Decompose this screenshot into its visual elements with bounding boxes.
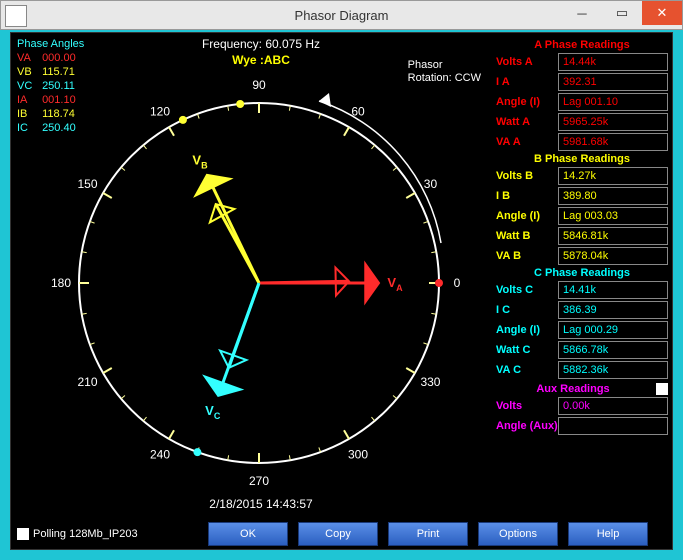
reading-value: 5981.68k xyxy=(558,133,668,151)
reading-value: 5846.81k xyxy=(558,227,668,245)
c-phase-title: C Phase Readings xyxy=(496,267,668,279)
timestamp: 2/18/2015 14:43:57 xyxy=(161,497,361,511)
footer: Polling 128Mb_IP203 OK Copy Print Options He… xyxy=(11,519,672,549)
maximize-button[interactable]: ▭ xyxy=(602,1,642,25)
reading-value: 5965.25k xyxy=(558,113,668,131)
footer-buttons: OK Copy Print Options Help xyxy=(208,522,648,546)
svg-text:300: 300 xyxy=(348,447,368,461)
minimize-button[interactable]: － xyxy=(562,1,602,25)
polling-label: Polling 128Mb_IP203 xyxy=(33,528,138,540)
reading-label: Angle (I) xyxy=(496,324,558,336)
ok-button[interactable]: OK xyxy=(208,522,288,546)
reading-value: 5866.78k xyxy=(558,341,668,359)
options-button[interactable]: Options xyxy=(478,522,558,546)
reading-label: Watt B xyxy=(496,230,558,242)
reading-value: Lag 003.03 xyxy=(558,207,668,225)
reading-row: Volts B14.27k xyxy=(496,167,668,185)
svg-text:90: 90 xyxy=(252,78,266,92)
reading-row: Angle (I)Lag 000.29 xyxy=(496,321,668,339)
reading-label: Volts A xyxy=(496,56,558,68)
reading-label: I C xyxy=(496,304,558,316)
svg-text:210: 210 xyxy=(78,375,98,389)
reading-label: VA C xyxy=(496,364,558,376)
phasor-diagram: Phase Angles VA 000.00VB 115.71VC 250.11… xyxy=(11,33,491,513)
reading-label: Volts B xyxy=(496,170,558,182)
b-phase-title: B Phase Readings xyxy=(496,153,668,165)
app-window: Phasor Diagram － ▭ ✕ Phase Angles VA 000… xyxy=(0,0,683,560)
titlebar[interactable]: Phasor Diagram － ▭ ✕ xyxy=(0,0,683,30)
reading-row: VA A5981.68k xyxy=(496,133,668,151)
aux-checkbox[interactable] xyxy=(656,383,668,395)
reading-row: Angle (I)Lag 001.10 xyxy=(496,93,668,111)
reading-value: 14.44k xyxy=(558,53,668,71)
reading-value: Lag 001.10 xyxy=(558,93,668,111)
reading-value: 5882.36k xyxy=(558,361,668,379)
svg-text:0: 0 xyxy=(454,276,461,290)
svg-text:180: 180 xyxy=(51,276,71,290)
reading-value: Lag 000.29 xyxy=(558,321,668,339)
phasor-svg: 0306090120150180210240270300330VAVBVC xyxy=(11,33,491,513)
reading-row: I C386.39 xyxy=(496,301,668,319)
reading-row: Volts A14.44k xyxy=(496,53,668,71)
close-button[interactable]: ✕ xyxy=(642,1,682,25)
reading-row: Angle (Aux) xyxy=(496,417,668,435)
svg-text:150: 150 xyxy=(78,177,98,191)
copy-button[interactable]: Copy xyxy=(298,522,378,546)
reading-label: Angle (I) xyxy=(496,96,558,108)
readings-panel: A Phase Readings Volts A14.44kI A392.31A… xyxy=(496,37,668,437)
reading-label: Angle (I) xyxy=(496,210,558,222)
svg-text:120: 120 xyxy=(150,105,170,119)
reading-label: Watt A xyxy=(496,116,558,128)
print-button[interactable]: Print xyxy=(388,522,468,546)
svg-text:VA: VA xyxy=(387,275,403,293)
a-phase-title: A Phase Readings xyxy=(496,39,668,51)
aux-title: Aux Readings xyxy=(496,383,650,395)
reading-label: Volts xyxy=(496,400,558,412)
reading-row: I B389.80 xyxy=(496,187,668,205)
reading-row: Watt C5866.78k xyxy=(496,341,668,359)
reading-value: 389.80 xyxy=(558,187,668,205)
reading-value: 392.31 xyxy=(558,73,668,91)
reading-value: 386.39 xyxy=(558,301,668,319)
reading-label: VA A xyxy=(496,136,558,148)
reading-row: Watt A5965.25k xyxy=(496,113,668,131)
reading-label: Angle (Aux) xyxy=(496,420,558,432)
svg-text:30: 30 xyxy=(424,177,438,191)
reading-value: 5878.04k xyxy=(558,247,668,265)
svg-text:240: 240 xyxy=(150,447,170,461)
help-button[interactable]: Help xyxy=(568,522,648,546)
reading-row: VA C5882.36k xyxy=(496,361,668,379)
reading-label: I A xyxy=(496,76,558,88)
reading-value: 14.41k xyxy=(558,281,668,299)
reading-value: 0.00k xyxy=(558,397,668,415)
polling-status: Polling 128Mb_IP203 xyxy=(17,528,138,540)
svg-text:270: 270 xyxy=(249,474,269,488)
reading-label: Volts C xyxy=(496,284,558,296)
reading-row: Volts0.00k xyxy=(496,397,668,415)
svg-text:VC: VC xyxy=(205,403,221,421)
reading-row: Angle (I)Lag 003.03 xyxy=(496,207,668,225)
svg-text:330: 330 xyxy=(420,375,440,389)
app-icon xyxy=(5,5,27,27)
reading-row: I A392.31 xyxy=(496,73,668,91)
content-panel: Phase Angles VA 000.00VB 115.71VC 250.11… xyxy=(10,32,673,550)
reading-value xyxy=(558,417,668,435)
reading-label: VA B xyxy=(496,250,558,262)
window-title: Phasor Diagram xyxy=(295,8,389,23)
reading-row: VA B5878.04k xyxy=(496,247,668,265)
reading-row: Volts C14.41k xyxy=(496,281,668,299)
reading-row: Watt B5846.81k xyxy=(496,227,668,245)
reading-value: 14.27k xyxy=(558,167,668,185)
reading-label: I B xyxy=(496,190,558,202)
window-buttons: － ▭ ✕ xyxy=(562,1,682,25)
svg-text:VB: VB xyxy=(192,152,208,170)
reading-label: Watt C xyxy=(496,344,558,356)
polling-checkbox[interactable] xyxy=(17,528,29,540)
